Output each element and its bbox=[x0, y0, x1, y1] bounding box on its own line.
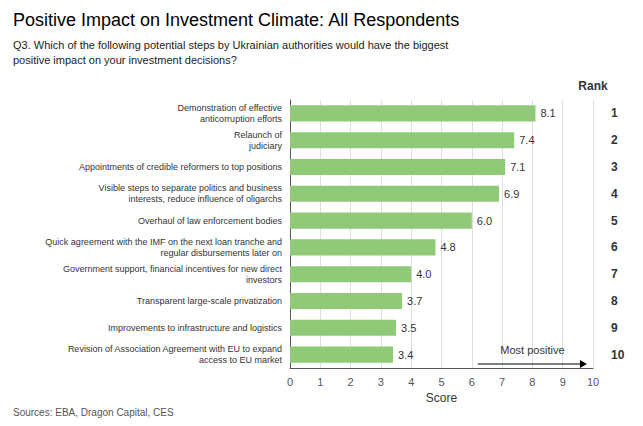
svg-text:6: 6 bbox=[469, 376, 475, 388]
svg-text:4: 4 bbox=[408, 376, 414, 388]
svg-text:9: 9 bbox=[560, 376, 566, 388]
svg-text:4.0: 4.0 bbox=[416, 268, 431, 280]
svg-text:Positive Impact on Investment: Positive Impact on Investment Climate: A… bbox=[13, 10, 459, 30]
svg-text:3: 3 bbox=[611, 160, 618, 174]
svg-text:regular disbursements later on: regular disbursements later on bbox=[160, 248, 282, 258]
svg-text:Rank: Rank bbox=[578, 79, 608, 93]
svg-text:5: 5 bbox=[611, 214, 618, 228]
svg-text:Relaunch of: Relaunch of bbox=[234, 130, 283, 140]
svg-text:2: 2 bbox=[611, 133, 618, 147]
svg-text:Government support, financial: Government support, financial incentives… bbox=[63, 264, 283, 274]
svg-text:8.1: 8.1 bbox=[540, 107, 555, 119]
svg-text:judiciary: judiciary bbox=[248, 141, 283, 151]
svg-text:Quick agreement with the IMF o: Quick agreement with the IMF on the next… bbox=[45, 237, 282, 247]
svg-text:5: 5 bbox=[438, 376, 444, 388]
svg-text:Most positive: Most positive bbox=[500, 344, 564, 356]
svg-text:positive impact on your invest: positive impact on your investment decis… bbox=[13, 54, 237, 66]
svg-text:1: 1 bbox=[611, 106, 618, 120]
svg-text:Overhaul of law enforcement bo: Overhaul of law enforcement bodies bbox=[138, 216, 283, 226]
svg-text:4: 4 bbox=[611, 187, 618, 201]
svg-text:3.4: 3.4 bbox=[398, 349, 413, 361]
svg-text:7.4: 7.4 bbox=[519, 134, 534, 146]
svg-text:10: 10 bbox=[611, 348, 625, 362]
svg-text:Demonstration of effective: Demonstration of effective bbox=[178, 103, 282, 113]
svg-text:4.8: 4.8 bbox=[440, 241, 455, 253]
svg-text:Visible steps to separate poli: Visible steps to separate politics and b… bbox=[99, 183, 283, 193]
svg-text:3.7: 3.7 bbox=[407, 295, 422, 307]
svg-text:Appointments of credible refor: Appointments of credible reformers to to… bbox=[79, 162, 283, 172]
svg-text:3.5: 3.5 bbox=[401, 322, 416, 334]
svg-text:8: 8 bbox=[611, 294, 618, 308]
svg-text:10: 10 bbox=[587, 376, 599, 388]
svg-text:6.0: 6.0 bbox=[477, 215, 492, 227]
svg-text:Transparent large-scale privat: Transparent large-scale privatization bbox=[137, 296, 282, 306]
svg-text:6: 6 bbox=[611, 240, 618, 254]
svg-text:Revision of Association Agreem: Revision of Association Agreement with E… bbox=[68, 344, 282, 354]
svg-text:8: 8 bbox=[529, 376, 535, 388]
svg-text:Sources: EBA, Dragon Capital,: Sources: EBA, Dragon Capital, CES bbox=[13, 407, 174, 418]
svg-text:1: 1 bbox=[317, 376, 323, 388]
svg-text:0: 0 bbox=[287, 376, 293, 388]
svg-text:Q3. Which of the following pot: Q3. Which of the following potential ste… bbox=[13, 39, 448, 51]
svg-text:investors: investors bbox=[246, 275, 283, 285]
svg-text:interests, reduce influence of: interests, reduce influence of oligarchs bbox=[128, 194, 282, 204]
svg-text:anticorruption efforts: anticorruption efforts bbox=[200, 114, 282, 124]
svg-text:access to EU market: access to EU market bbox=[199, 355, 283, 365]
svg-text:3: 3 bbox=[378, 376, 384, 388]
svg-text:Score: Score bbox=[426, 391, 458, 405]
svg-text:7: 7 bbox=[499, 376, 505, 388]
svg-text:2: 2 bbox=[348, 376, 354, 388]
svg-text:7: 7 bbox=[611, 267, 618, 281]
svg-text:Improvements to infrastructure: Improvements to infrastructure and logis… bbox=[108, 323, 283, 333]
svg-text:9: 9 bbox=[611, 321, 618, 335]
svg-text:6.9: 6.9 bbox=[504, 188, 519, 200]
svg-text:7.1: 7.1 bbox=[510, 161, 525, 173]
